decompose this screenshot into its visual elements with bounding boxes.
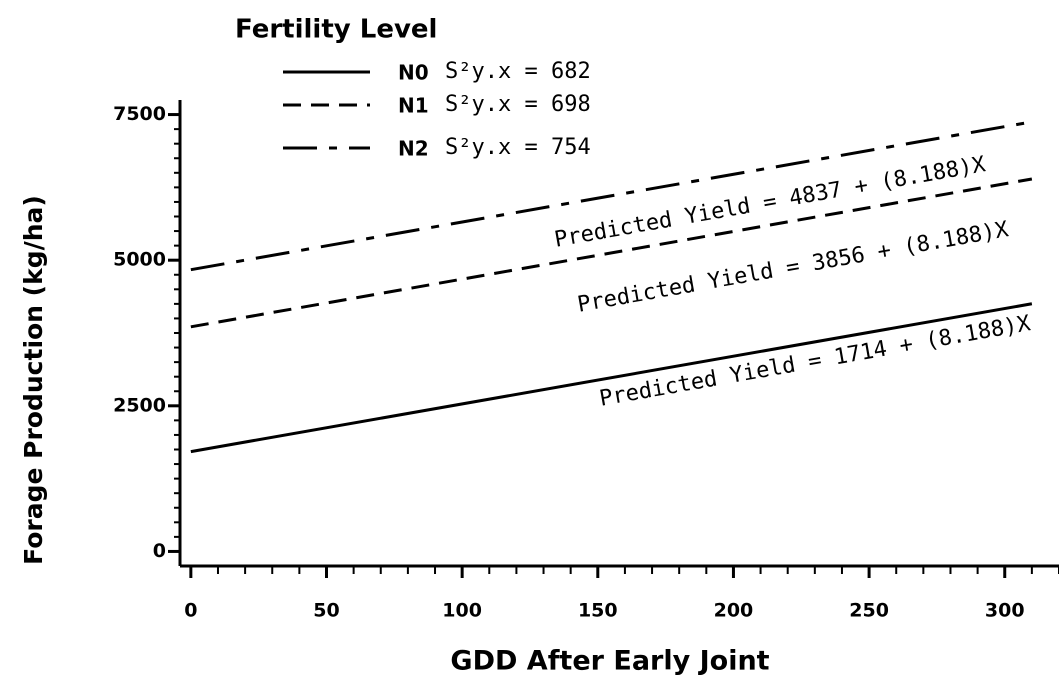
x-tick-label: 50 bbox=[313, 600, 339, 622]
y-tick-label: 7500 bbox=[113, 103, 166, 125]
y-axis-label: Forage Production (kg/ha) bbox=[19, 195, 48, 565]
x-tick-label: 0 bbox=[184, 600, 197, 622]
x-tick-label: 200 bbox=[714, 600, 754, 622]
x-tick-label: 150 bbox=[578, 600, 618, 622]
y-tick-label: 5000 bbox=[113, 249, 166, 271]
legend-stat: S²y.x = 682 bbox=[445, 59, 591, 84]
annotation: Predicted Yield = 1714 + (8.188)X bbox=[598, 311, 1034, 412]
x-tick-label: 100 bbox=[442, 600, 482, 622]
y-tick-label: 0 bbox=[153, 540, 166, 562]
series-line bbox=[190, 302, 1033, 454]
x-tick-label: 300 bbox=[985, 600, 1025, 622]
legend-title: Fertility Level bbox=[235, 15, 437, 45]
series-line bbox=[190, 120, 1033, 272]
x-tick-label: 250 bbox=[849, 600, 889, 622]
legend-label: N1 bbox=[398, 94, 429, 118]
legend-label: N0 bbox=[398, 61, 429, 85]
series-line bbox=[190, 177, 1033, 329]
y-tick-label: 2500 bbox=[113, 394, 166, 416]
legend-stat: S²y.x = 754 bbox=[445, 135, 591, 160]
x-axis-label: GDD After Early Joint bbox=[450, 646, 769, 677]
legend-stat: S²y.x = 698 bbox=[445, 92, 591, 117]
legend-label: N2 bbox=[398, 137, 429, 161]
